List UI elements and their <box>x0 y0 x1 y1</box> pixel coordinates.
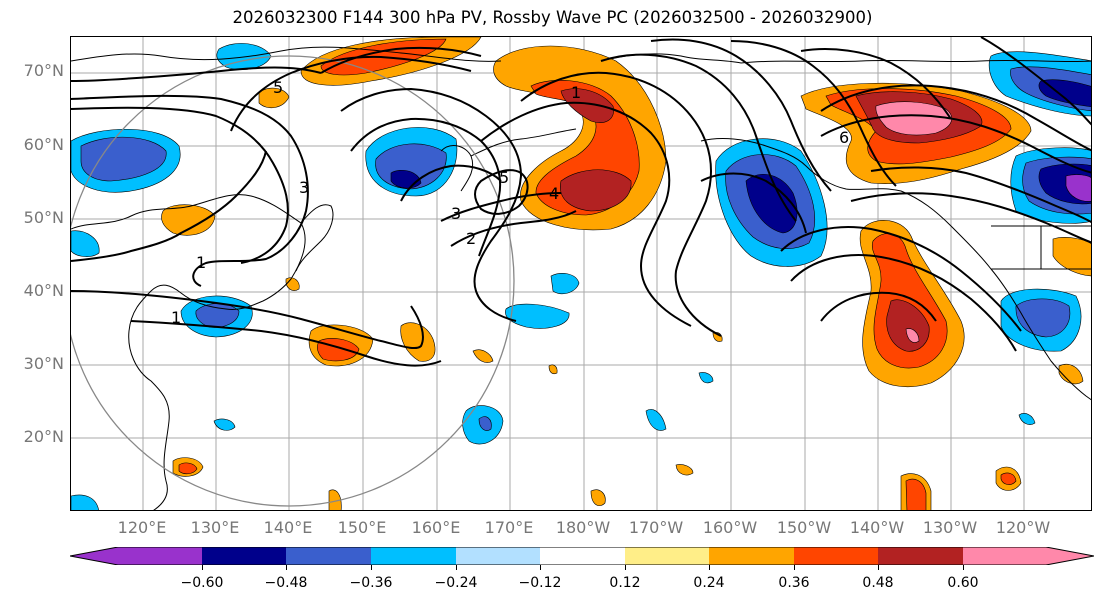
lat-label-40: 40°N <box>23 281 64 300</box>
lat-label-70: 70°N <box>23 61 64 80</box>
contour-label: 1 <box>196 253 206 272</box>
lon-label-170e: 170°E <box>484 518 534 537</box>
lon-label-160w: 160°W <box>702 518 758 537</box>
lat-label-60: 60°N <box>23 135 64 154</box>
contour-label: 3 <box>451 204 461 223</box>
lat-label-20: 20°N <box>23 427 64 446</box>
contour-label: 5 <box>273 78 283 97</box>
contour-label-group: 1 1 2 3 3 4 5 5 6 1 <box>171 78 849 327</box>
colorbar-segment <box>286 547 371 565</box>
pv-contours <box>71 37 1091 367</box>
contour-label: 5 <box>499 168 509 187</box>
gridlines <box>71 37 1091 510</box>
colorbar <box>70 547 1094 565</box>
colorbar-extend-right <box>1046 547 1094 565</box>
lon-label-160e: 160°E <box>411 518 461 537</box>
colorbar-tick <box>794 565 795 570</box>
colorbar-segment <box>456 547 540 565</box>
colorbar-segment <box>202 547 286 565</box>
colorbar-tick <box>963 565 964 570</box>
lon-label-140w: 140°W <box>849 518 905 537</box>
colorbar-tick-label: 0.12 <box>609 575 641 591</box>
colorbar-tick <box>371 565 372 570</box>
positive-anomalies <box>161 37 1091 510</box>
lat-label-30: 30°N <box>23 354 64 373</box>
lon-label-150e: 150°E <box>337 518 387 537</box>
lon-label-140e: 140°E <box>263 518 313 537</box>
colorbar-tick-label: 0.48 <box>862 575 894 591</box>
colorbar-extend-left <box>70 547 118 565</box>
colorbar-segment <box>794 547 878 565</box>
colorbar-segment <box>878 547 963 565</box>
colorbar-tick-label: −0.24 <box>434 575 478 591</box>
lon-label-120e: 120°E <box>117 518 167 537</box>
colorbar-tick <box>286 565 287 570</box>
colorbar-segments <box>70 547 1094 565</box>
contour-label: 6 <box>839 128 849 147</box>
reference-circle <box>71 55 515 507</box>
colorbar-tick-label: 0.60 <box>947 575 979 591</box>
lon-label-180w: 180°W <box>555 518 611 537</box>
lon-label-130w: 130°W <box>922 518 978 537</box>
contour-label: 1 <box>171 308 181 327</box>
lon-label-130e: 130°E <box>190 518 240 537</box>
colorbar-segment <box>371 547 456 565</box>
colorbar-tick <box>540 565 541 570</box>
map-panel: 1 1 2 3 3 4 5 5 6 1 <box>70 36 1092 511</box>
contour-label: 3 <box>299 178 309 197</box>
map-title: 2026032300 F144 300 hPa PV, Rossby Wave … <box>232 8 873 27</box>
negative-anomalies <box>71 43 1091 510</box>
colorbar-tick-label: −0.48 <box>264 575 308 591</box>
lon-label-150w: 150°W <box>776 518 832 537</box>
colorbar-tick-label: −0.60 <box>180 575 224 591</box>
colorbar-tick-label: −0.36 <box>349 575 393 591</box>
contour-label: 1 <box>571 83 581 102</box>
colorbar-segment <box>540 547 625 565</box>
contour-label: 4 <box>549 184 559 203</box>
colorbar-tick-label: −0.12 <box>518 575 562 591</box>
colorbar-tick <box>709 565 710 570</box>
colorbar-segment <box>625 547 709 565</box>
colorbar-tick <box>625 565 626 570</box>
colorbar-tick <box>456 565 457 570</box>
lon-label-120w: 120°W <box>995 518 1051 537</box>
lon-label-170w: 170°W <box>628 518 684 537</box>
colorbar-segment <box>118 547 202 565</box>
contour-label: 2 <box>466 229 476 248</box>
colorbar-tick-label: 0.36 <box>778 575 810 591</box>
lat-label-50: 50°N <box>23 208 64 227</box>
colorbar-tick <box>878 565 879 570</box>
colorbar-segment <box>709 547 794 565</box>
colorbar-segment <box>963 547 1046 565</box>
map-svg: 1 1 2 3 3 4 5 5 6 1 <box>71 37 1091 510</box>
coastlines <box>71 46 1091 510</box>
colorbar-tick-label: 0.24 <box>693 575 725 591</box>
colorbar-tick <box>202 565 203 570</box>
